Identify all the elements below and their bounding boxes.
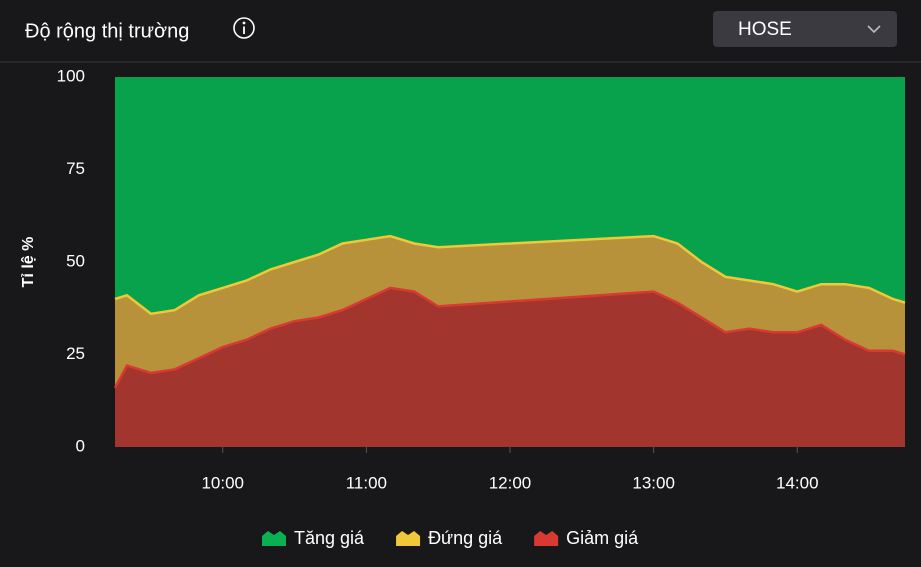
- legend-icon: [534, 531, 559, 546]
- legend-label: Tăng giá: [294, 528, 365, 548]
- y-axis-label: Tỉ lệ %: [20, 237, 37, 288]
- chart-title: Độ rộng thị trường: [25, 20, 189, 42]
- legend-icon: [396, 531, 421, 546]
- area: [115, 77, 905, 314]
- market-dropdown[interactable]: HOSE: [713, 11, 897, 47]
- legend-item[interactable]: Đứng giá: [396, 528, 503, 548]
- area: [115, 287, 905, 447]
- legend-icon: [262, 531, 286, 546]
- x-tick-label: 11:00: [346, 473, 387, 492]
- dropdown-value: HOSE: [738, 19, 792, 40]
- area-line: [113, 286, 906, 389]
- x-tick-label: 10:00: [201, 473, 244, 492]
- x-tick-label: 13:00: [632, 473, 675, 492]
- x-tick-label: 12:00: [489, 473, 532, 492]
- info-icon[interactable]: [233, 17, 255, 39]
- legend-item[interactable]: Tăng giá: [262, 528, 365, 548]
- legend-label: Đứng giá: [428, 528, 503, 548]
- legend-item[interactable]: Giảm giá: [534, 528, 639, 548]
- y-tick-label: 50: [66, 251, 85, 270]
- area-line: [114, 234, 906, 316]
- legend-label: Giảm giá: [566, 528, 639, 548]
- area: [115, 236, 905, 388]
- y-tick-label: 75: [66, 159, 85, 178]
- x-tick-label: 14:00: [776, 473, 819, 492]
- y-tick-label: 100: [57, 66, 85, 85]
- y-tick-label: 25: [66, 344, 85, 363]
- y-tick-label: 0: [76, 436, 85, 455]
